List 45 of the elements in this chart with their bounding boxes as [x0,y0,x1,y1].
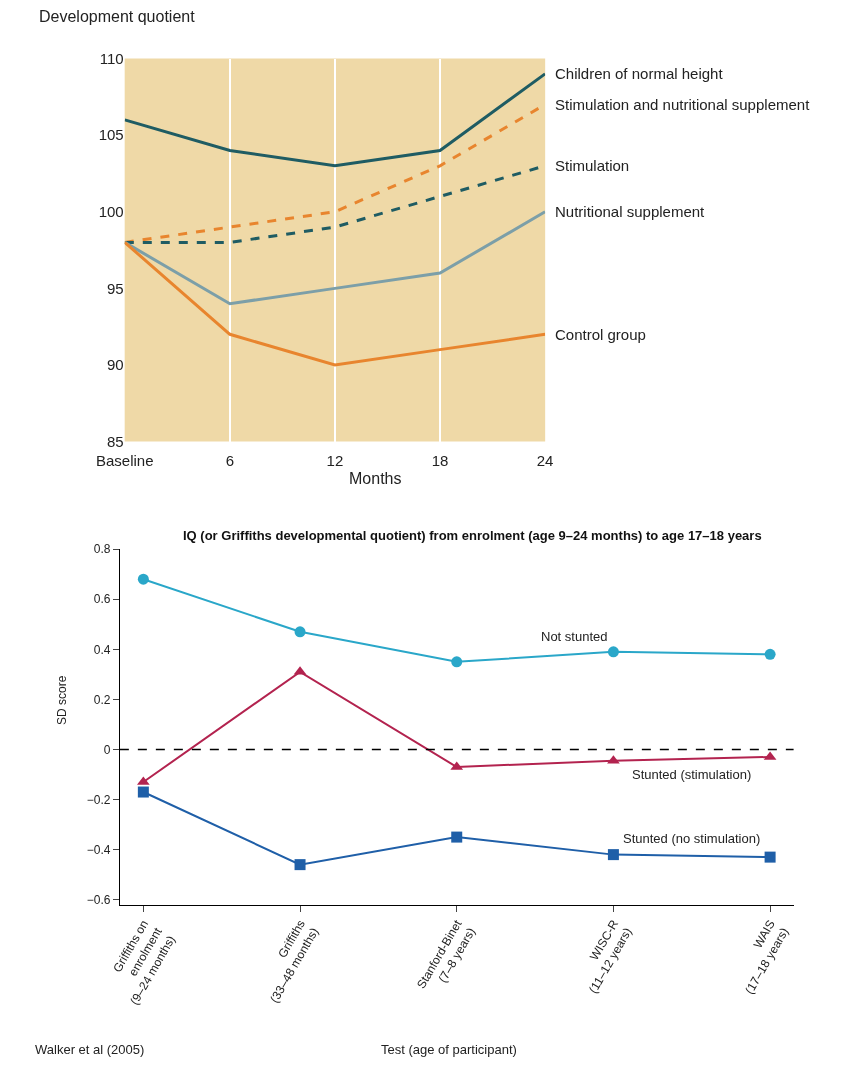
series-label: Nutritional supplement [555,203,706,220]
y-tick-label: 0 [103,742,111,757]
point [294,859,306,871]
y-tick-label: 105 [98,126,124,144]
x-tick-label: 24 [536,451,554,469]
series-label: Not stunted [541,629,608,644]
line-series [124,72,546,168]
point [607,849,619,861]
y-tick-label: 90 [106,356,124,374]
x-tick-label: 6 [225,451,235,469]
point [607,646,619,658]
x-tick-label: 12 [326,451,344,469]
chart-title: IQ (or Griffiths developmental quotient) from enrolment (age 9–24 months) to age 17–18 years [183,528,762,543]
line-series [124,210,546,306]
point [764,851,776,863]
series-label: Stunted (stimulation) [632,767,752,782]
x-axis-title: Test (age of participant) [381,1042,517,1057]
y-axis-title: Development quotient [39,8,196,25]
y-tick-label: −0.4 [86,842,111,857]
y-axis-title: SD score [55,675,70,726]
text: Walker et al (2005) [35,1042,145,1057]
point [137,786,149,798]
point [451,831,463,843]
series-label: Control group [555,326,646,343]
series-label: Stunted (no stimulation) [623,831,761,846]
series-label: Children of normal height [555,65,724,82]
y-tick-label: 0.8 [93,542,111,557]
series-label: Stimulation and nutritional supplement [555,96,811,113]
x-tick-label: Baseline [96,451,154,469]
y-tick-label: −0.2 [86,792,111,807]
point [451,656,463,668]
y-tick-label: 100 [98,203,124,221]
point [764,648,776,660]
y-tick-label: −0.6 [86,892,111,907]
y-tick-label: 85 [106,432,124,450]
x-tick-label: 18 [431,451,449,469]
y-tick-label: 95 [106,279,124,297]
series-label: Stimulation [555,157,630,174]
y-tick-label: 0.4 [93,642,111,657]
y-tick-label: 0.2 [93,692,111,707]
point [294,626,306,638]
point [137,573,149,585]
y-tick-label: 0.6 [93,592,111,607]
y-tick-label: 110 [99,49,124,67]
x-axis-title: Months [349,470,402,487]
